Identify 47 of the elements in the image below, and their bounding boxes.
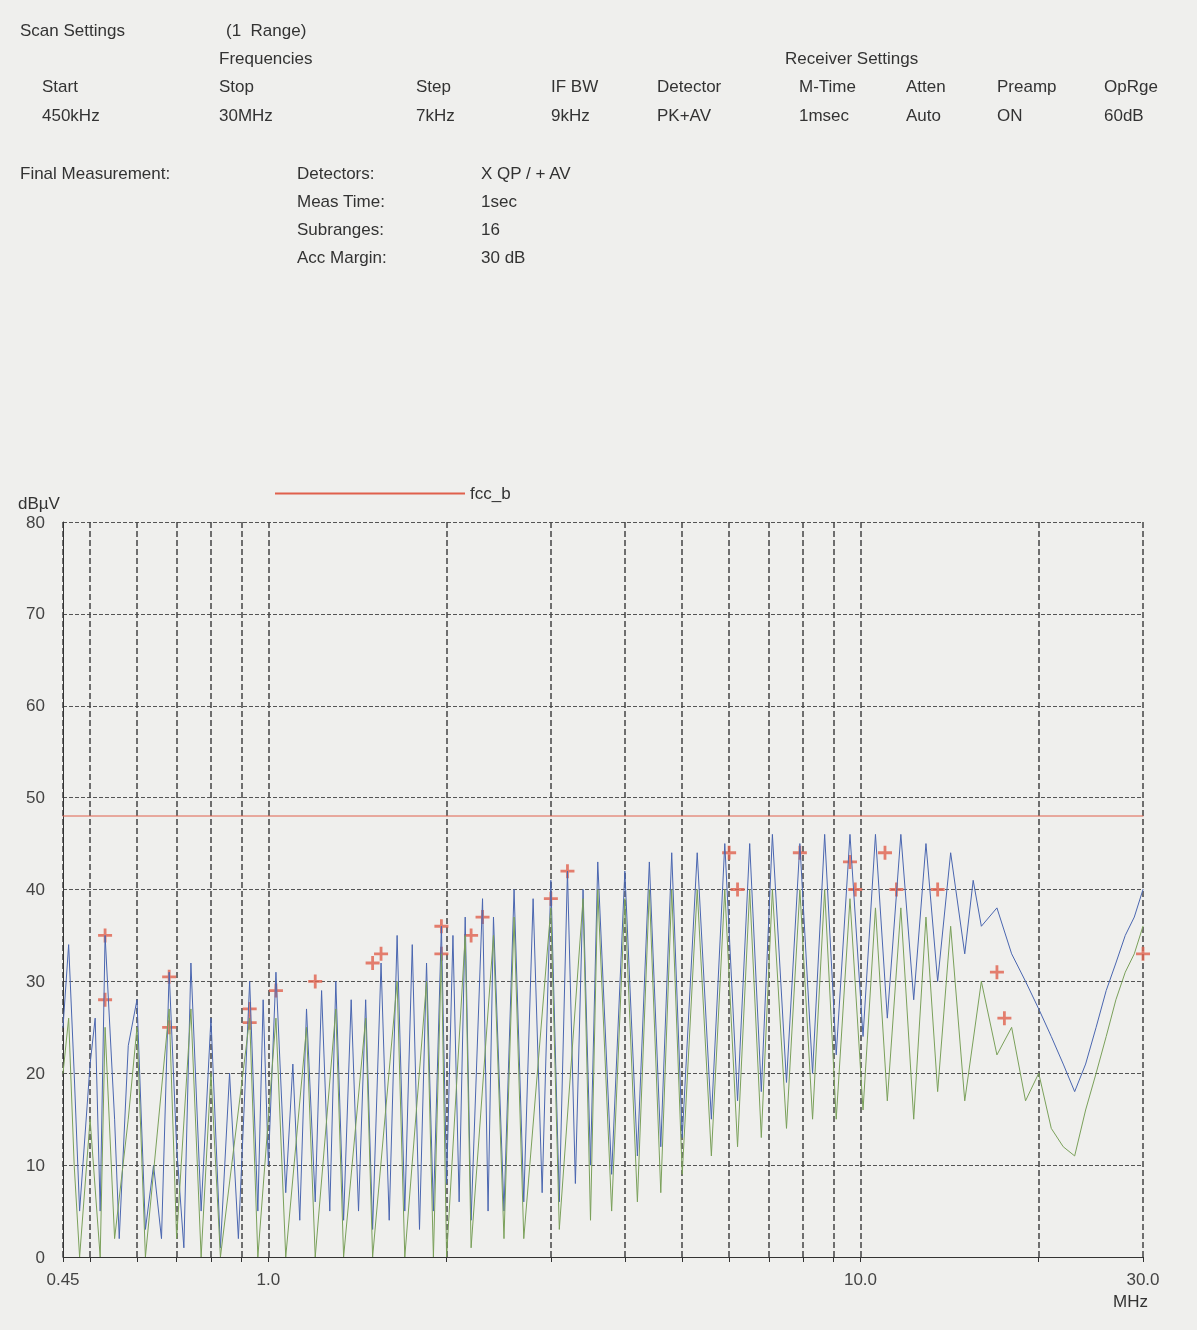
text: ON	[997, 106, 1023, 125]
text: (1 Range)	[226, 21, 307, 40]
text: 7kHz	[416, 106, 455, 125]
text: Detector	[657, 77, 722, 96]
x-tick-label: 0.45	[46, 1270, 80, 1289]
y-tick-label: 40	[26, 880, 45, 899]
text: Preamp	[997, 77, 1057, 96]
text: 450kHz	[42, 106, 100, 125]
text: 9kHz	[551, 106, 590, 125]
text: 16	[481, 220, 500, 239]
y-tick-label: 20	[26, 1063, 45, 1083]
text: Atten	[906, 77, 946, 96]
text: M-Time	[799, 77, 856, 96]
y-axis-title: dBµV	[18, 494, 61, 513]
text: fcc_b	[470, 484, 511, 503]
x-tick-label: 30.0	[1126, 1270, 1160, 1289]
text: 30 dB	[481, 248, 526, 267]
text: PK+AV	[657, 106, 712, 125]
text: Acc Margin:	[297, 248, 387, 267]
text: Frequencies	[219, 49, 313, 68]
y-tick-label: 70	[26, 604, 45, 624]
text: Auto	[906, 106, 941, 125]
text: X QP / + AV	[481, 164, 572, 183]
y-tick-label: 0	[35, 1247, 45, 1267]
x-tick-label: 1.0	[256, 1270, 281, 1289]
text: OpRge	[1104, 77, 1158, 96]
y-tick-label: 60	[26, 696, 45, 716]
x-axis-title: MHz	[1113, 1292, 1148, 1311]
text: 1msec	[799, 106, 850, 125]
text: Detectors:	[297, 164, 375, 183]
text: 60dB	[1104, 106, 1144, 125]
text: Start	[42, 77, 79, 96]
text: Subranges:	[297, 220, 384, 239]
text: Meas Time:	[297, 192, 385, 211]
x-tick-label: 10.0	[843, 1270, 878, 1289]
y-tick-label: 50	[26, 788, 45, 808]
text: Receiver Settings	[785, 49, 919, 68]
text: 30MHz	[219, 106, 273, 125]
text: Stop	[219, 77, 254, 96]
text: Scan Settings	[20, 21, 125, 40]
text: Step	[416, 77, 451, 96]
y-tick-label: 80	[26, 512, 45, 532]
y-tick-label: 10	[26, 1155, 45, 1175]
y-tick-label: 30	[26, 971, 45, 991]
text: Final Measurement:	[20, 164, 171, 183]
text: 1sec	[481, 192, 518, 211]
text: IF BW	[551, 77, 599, 96]
